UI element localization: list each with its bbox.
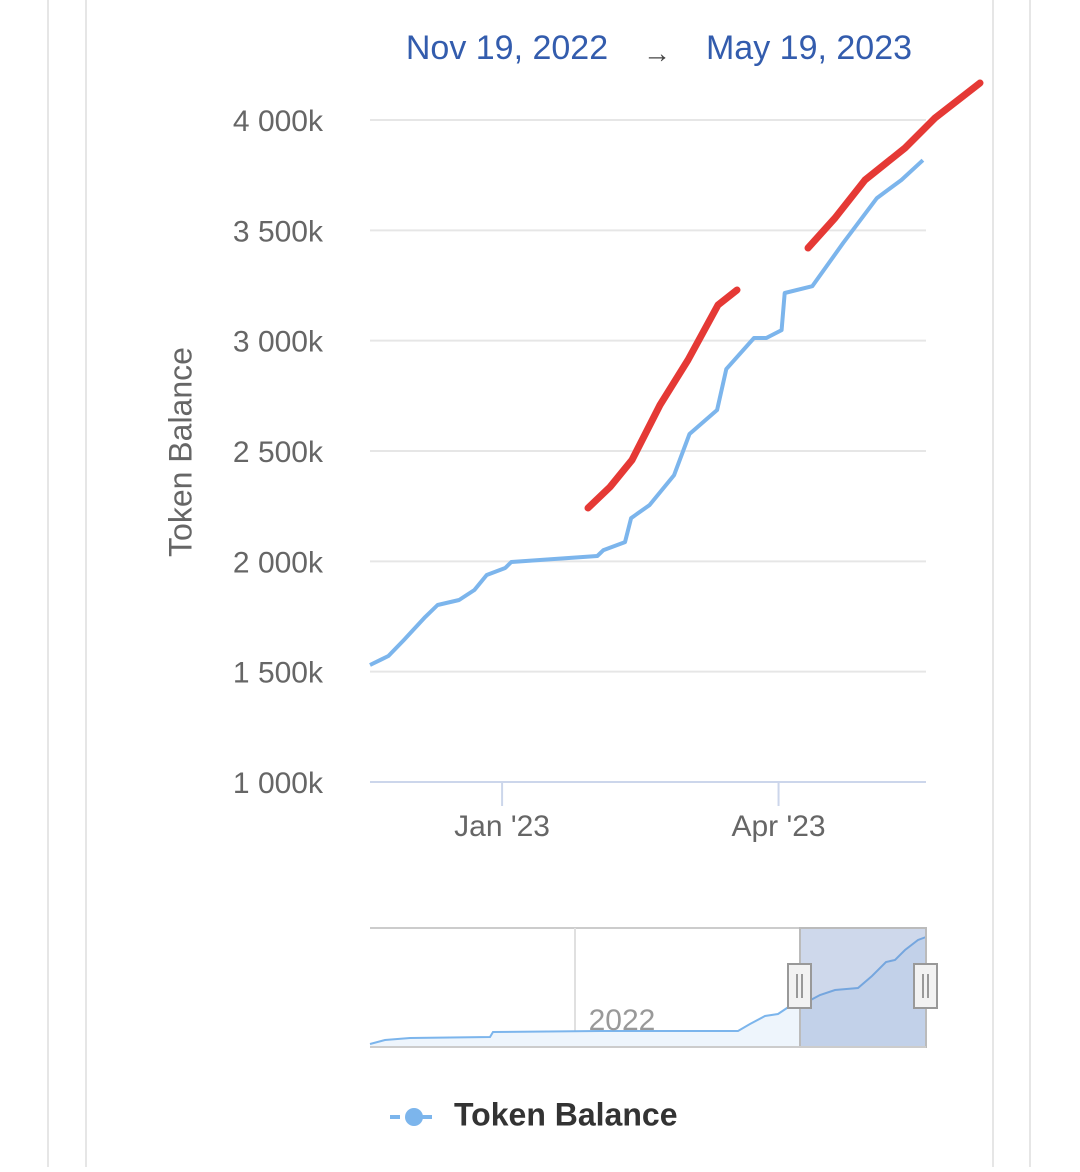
- handle-right[interactable]: [913, 963, 938, 1009]
- navigator-label: 2022: [589, 1004, 656, 1037]
- series-line: [369, 158, 925, 667]
- y-axis-title: Token Balance: [162, 347, 198, 557]
- range-start[interactable]: Nov 19, 2022: [406, 29, 608, 67]
- y-tick-label: 4 000k: [233, 105, 324, 138]
- y-tick-label: 1 500k: [233, 657, 324, 690]
- grid: 1 000k 1 500k 2 000k 2 500k 3 000k 3 500k 4 00…: [233, 105, 926, 843]
- x-tick-label: Apr '23: [731, 810, 825, 843]
- y-tick-label: 2 500k: [233, 436, 324, 469]
- handle-left[interactable]: [787, 963, 812, 1009]
- y-tick-label: 3 000k: [233, 326, 324, 359]
- navigator[interactable]: 2022: [369, 927, 938, 1048]
- range-arrow: →: [643, 37, 671, 68]
- legend-symbol-dot[interactable]: [405, 1108, 423, 1126]
- legend-label[interactable]: Token Balance: [454, 1096, 677, 1132]
- legend[interactable]: Token Balance: [390, 1096, 677, 1132]
- range-end[interactable]: May 19, 2023: [706, 29, 912, 67]
- y-tick-label: 2 000k: [233, 546, 324, 579]
- navigator-handle[interactable]: [787, 963, 812, 1009]
- navigator-handle[interactable]: [913, 963, 938, 1009]
- x-tick-label: Jan '23: [454, 810, 550, 843]
- highlight-stroke: [804, 79, 984, 252]
- navigator-area: [370, 937, 926, 1046]
- y-tick-label: 3 500k: [233, 215, 324, 248]
- y-tick-label: 1 000k: [233, 767, 324, 800]
- plot-area: [369, 158, 925, 667]
- navigator-selection[interactable]: [799, 927, 927, 1048]
- highlight-stroke: [584, 286, 741, 512]
